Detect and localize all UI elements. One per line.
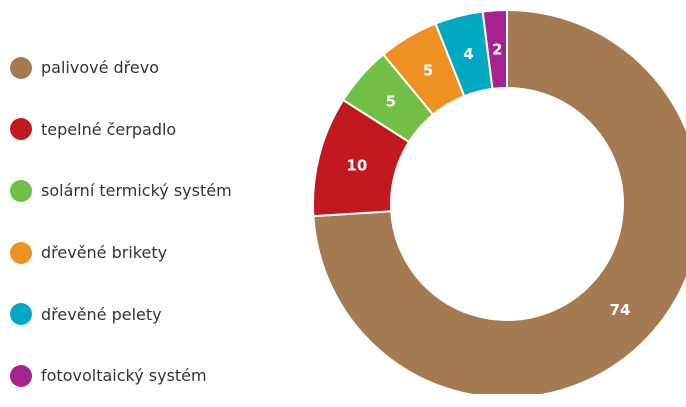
slice-fotovoltaicky-system	[481, 8, 508, 91]
data-label-drevene-pelety: 4	[463, 45, 473, 63]
legend-item-drevene-brikety: dřevěné brikety	[10, 222, 290, 284]
legend-item-solarni-termicky-system: solární termický systém	[10, 160, 290, 222]
legend-label: dřevěné pelety	[41, 304, 162, 324]
legend-swatch-palivove-drevo	[10, 56, 32, 79]
legend-swatch-solarni-termicky-system	[10, 179, 32, 202]
legend-item-palivove-drevo: palivové dřevo	[10, 37, 290, 99]
legend-item-fotovoltaicky-system: fotovoltaický systém	[10, 345, 290, 407]
legend-label: dřevěné brikety	[41, 243, 168, 263]
legend-swatch-fotovoltaicky-system	[10, 364, 32, 387]
legend-label: tepelné čerpadlo	[41, 119, 177, 139]
legend-label: fotovoltaický systém	[41, 366, 207, 386]
legend-swatch-drevene-brikety	[10, 241, 32, 264]
legend-label: palivové dřevo	[41, 58, 159, 78]
legend-item-tepelne-cerpadlo: tepelné čerpadlo	[10, 99, 290, 161]
donut-chart: 74 10 5 5 4 2	[312, 8, 686, 394]
legend-item-drevene-pelety: dřevěné pelety	[10, 283, 290, 345]
legend-swatch-drevene-pelety	[10, 303, 32, 326]
data-label-drevene-brikety: 5	[423, 62, 433, 80]
data-label-solarni-termicky-system: 5	[386, 92, 396, 110]
data-label-tepelne-cerpadlo: 10	[346, 156, 367, 174]
data-label-palivove-drevo: 74	[610, 301, 631, 319]
legend-swatch-tepelne-cerpadlo	[10, 118, 32, 141]
data-label-fotovoltaicky-system: 2	[492, 40, 502, 58]
slice-palivove-drevo	[312, 8, 686, 394]
chart-legend: palivové dřevo tepelné čerpadlo solární …	[10, 37, 290, 407]
legend-label: solární termický systém	[41, 181, 232, 201]
